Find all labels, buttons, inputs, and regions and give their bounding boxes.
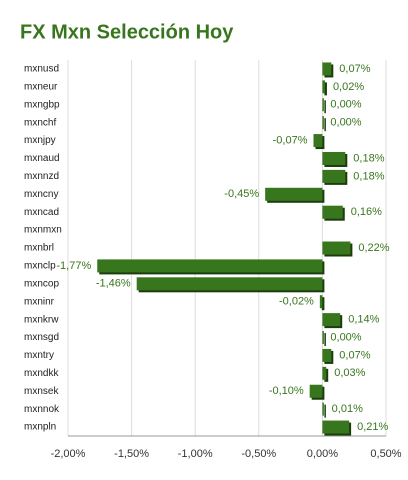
- y-tick-label: mxnnok: [24, 404, 60, 415]
- bar: [309, 384, 323, 398]
- value-label: 0,01%: [332, 403, 363, 415]
- bar-shadow: [324, 82, 327, 96]
- value-label: 0,00%: [330, 331, 361, 343]
- value-label: 0,00%: [330, 99, 361, 111]
- x-tick-label: -0,50%: [241, 448, 276, 460]
- bar-shadow: [324, 118, 326, 132]
- bar: [322, 116, 324, 130]
- x-tick-label: 0,00%: [307, 448, 338, 460]
- bar: [322, 151, 346, 165]
- value-label: 0,18%: [353, 170, 384, 182]
- chart-title: FX Mxn Selección Hoy: [20, 21, 234, 43]
- value-label: 0,02%: [333, 81, 364, 93]
- bar: [322, 331, 324, 345]
- x-tick-label: -1,50%: [114, 448, 149, 460]
- value-label: 0,03%: [334, 367, 365, 379]
- value-label: 0,18%: [353, 152, 384, 164]
- y-tick-label: mxnmxn: [24, 225, 62, 236]
- x-tick-label: -1,00%: [178, 448, 213, 460]
- value-label: 0,21%: [357, 421, 388, 433]
- bar: [319, 295, 323, 309]
- bar: [322, 169, 346, 183]
- bar-shadow: [324, 100, 326, 114]
- value-label: -0,07%: [273, 134, 308, 146]
- value-label: 0,00%: [330, 117, 361, 129]
- bar-shadow: [324, 368, 329, 382]
- bar: [97, 259, 323, 273]
- x-tick-label: -2,00%: [51, 448, 86, 460]
- bar: [322, 313, 341, 327]
- y-tick-label: mxnsgd: [24, 332, 59, 343]
- value-label: 0,22%: [358, 242, 389, 254]
- value-label: 0,07%: [339, 349, 370, 361]
- bar: [322, 402, 324, 416]
- y-tick-label: mxntry: [24, 350, 54, 361]
- value-label: -1,46%: [96, 278, 131, 290]
- y-tick-label: mxncop: [24, 278, 59, 289]
- bar-shadow: [324, 404, 326, 418]
- value-label: -1,77%: [56, 260, 91, 272]
- bar-shadow: [324, 333, 326, 347]
- y-tick-label: mxnsek: [24, 386, 59, 397]
- bar: [322, 205, 343, 219]
- y-tick-label: mxnkrw: [24, 314, 59, 325]
- value-label: -0,02%: [279, 296, 314, 308]
- bar: [322, 98, 324, 112]
- y-tick-label: mxncad: [24, 207, 59, 218]
- y-tick-label: mxncny: [24, 189, 58, 200]
- bar: [322, 348, 332, 362]
- y-tick-label: mxnpln: [24, 422, 56, 433]
- y-tick-label: mxngbp: [24, 99, 60, 110]
- value-label: 0,14%: [348, 314, 379, 326]
- y-tick-label: mxninr: [24, 296, 55, 307]
- bar: [136, 277, 323, 291]
- bar: [322, 241, 351, 255]
- bar: [322, 420, 350, 434]
- bar: [322, 366, 327, 380]
- y-tick-label: mxnbrl: [24, 243, 54, 254]
- y-tick-label: mxnusd: [24, 64, 59, 75]
- value-label: -0,45%: [224, 188, 259, 200]
- bar: [313, 134, 323, 148]
- bar: [265, 187, 323, 201]
- value-label: 0,16%: [351, 206, 382, 218]
- value-label: 0,07%: [339, 63, 370, 75]
- y-tick-label: mxndkk: [24, 368, 59, 379]
- y-tick-label: mxnchf: [24, 117, 56, 128]
- bar-shadow: [321, 297, 325, 311]
- x-tick-label: 0,50%: [370, 448, 401, 460]
- bar: [322, 80, 325, 94]
- bar: [322, 62, 332, 76]
- value-label: -0,10%: [269, 385, 304, 397]
- y-tick-label: mxnaud: [24, 153, 60, 164]
- y-tick-label: mxnjpy: [24, 135, 56, 146]
- y-tick-label: mxneur: [24, 81, 58, 92]
- y-tick-label: mxnclp: [24, 261, 56, 272]
- y-tick-label: mxnnzd: [24, 171, 59, 182]
